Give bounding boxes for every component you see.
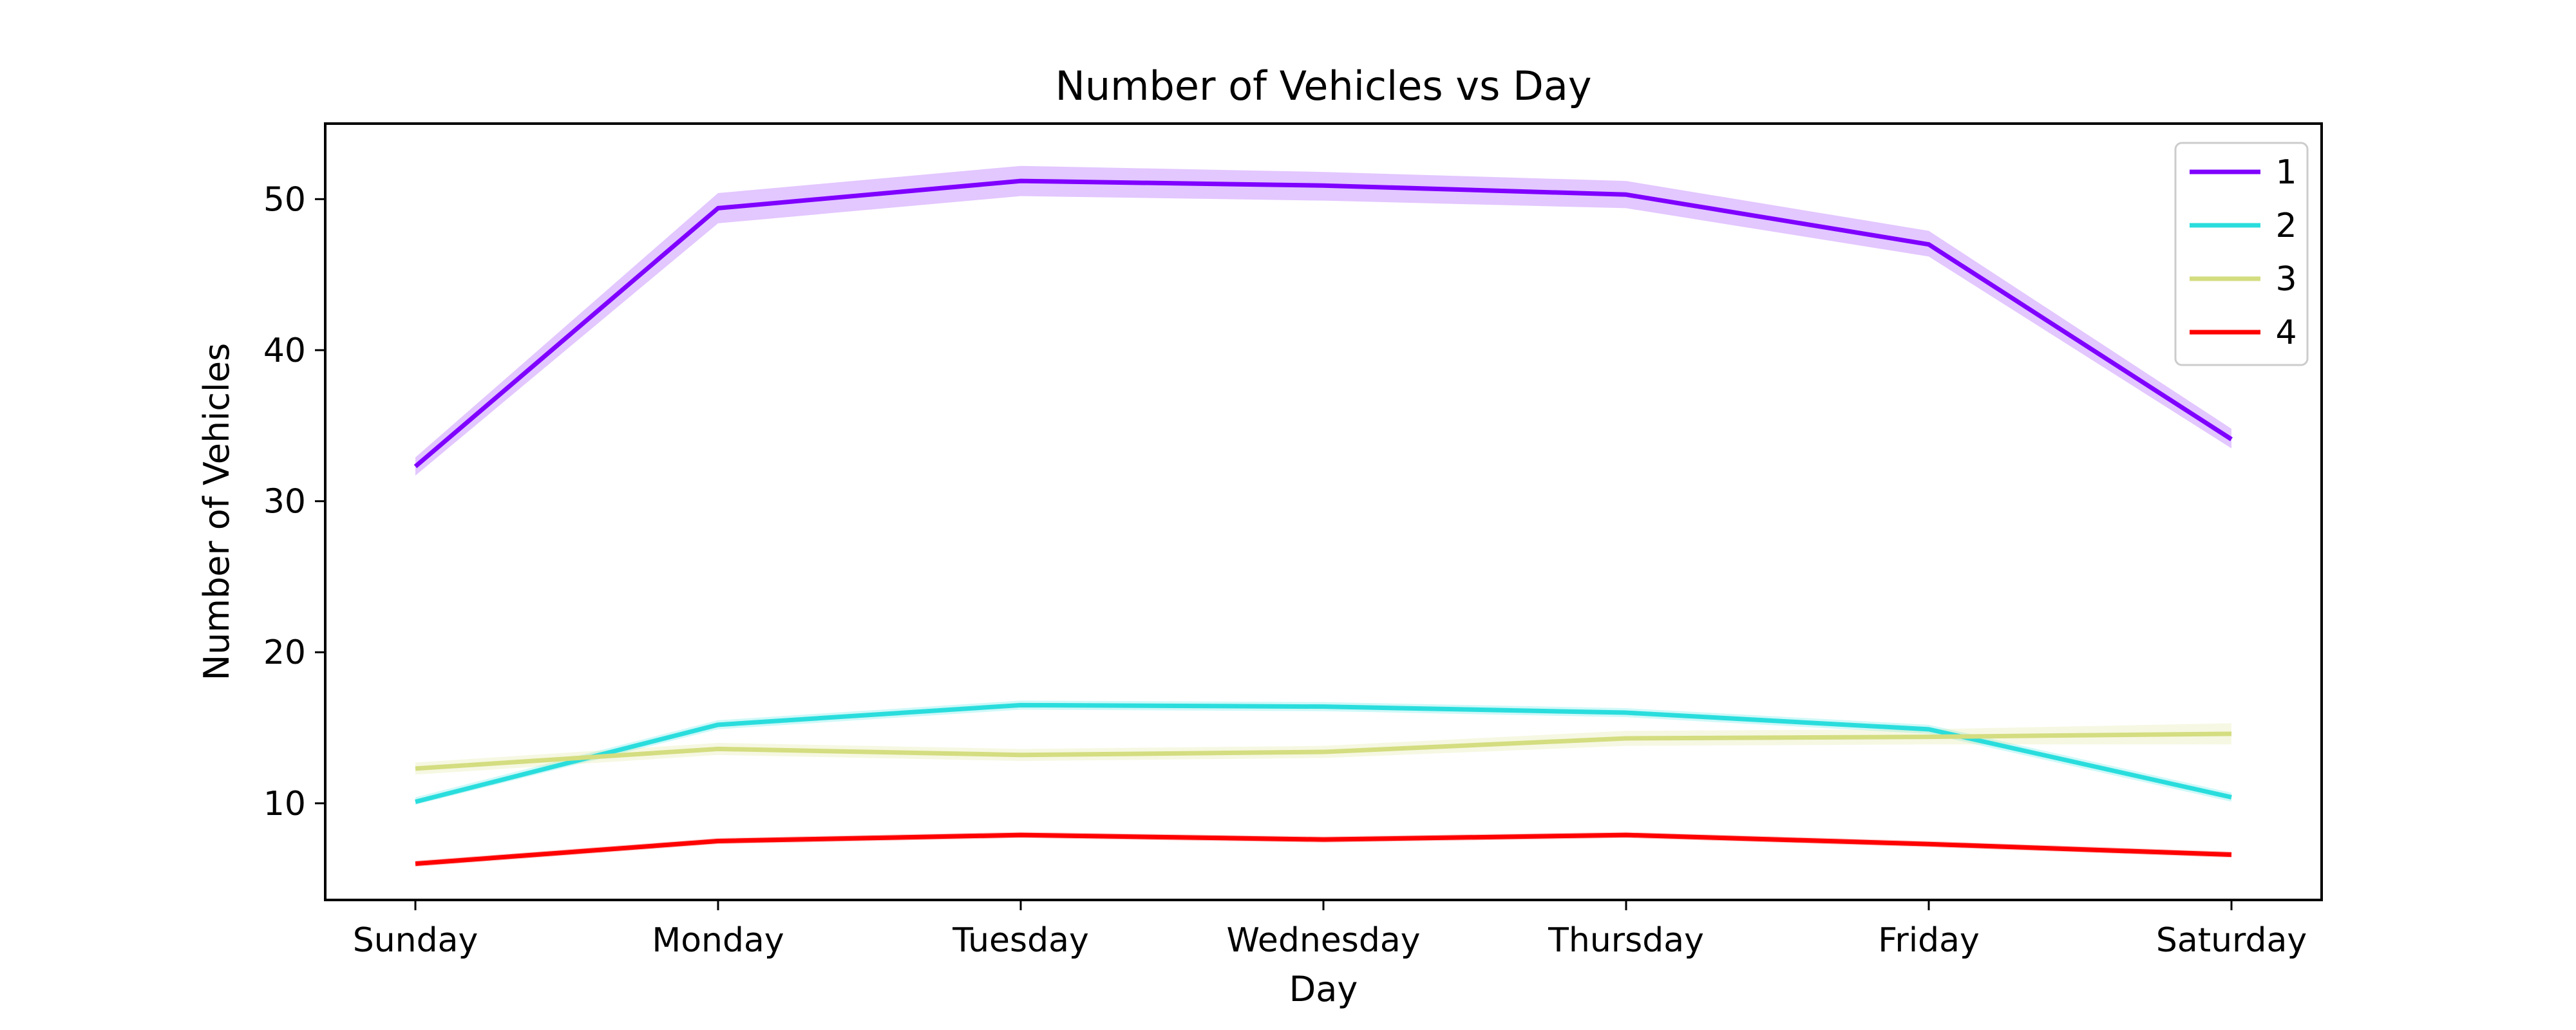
x-tick-label: Sunday — [353, 921, 478, 960]
legend-box — [2174, 142, 2309, 366]
series-line-2 — [415, 702, 2232, 804]
legend-label-4: 4 — [2275, 314, 2297, 352]
x-axis-label: Day — [1289, 969, 1358, 1009]
x-tick-label: Thursday — [1548, 921, 1704, 960]
y-tick-label: 30 — [263, 483, 306, 521]
confidence-band-series-1 — [415, 165, 2231, 476]
series-line-3 — [415, 731, 2232, 771]
y-axis-label: Number of Vehicles — [196, 343, 237, 681]
legend-label-1: 1 — [2275, 153, 2297, 192]
x-tick-label: Tuesday — [952, 921, 1089, 960]
legend-label-3: 3 — [2275, 260, 2297, 299]
confidence-band-series-4 — [415, 832, 2231, 867]
x-tick-label: Friday — [1878, 921, 1980, 960]
plot-area-frame — [324, 122, 2323, 901]
y-axis: 10 20 30 40 50 — [263, 180, 325, 823]
series-lines — [413, 178, 2233, 866]
legend-label-2: 2 — [2275, 207, 2297, 245]
chart-title: Number of Vehicles vs Day — [1055, 62, 1591, 109]
confidence-bands — [415, 165, 2231, 867]
series-line-4 — [415, 832, 2232, 866]
y-tick-label: 40 — [263, 332, 306, 370]
y-tick-label: 50 — [263, 180, 306, 219]
x-tick-label: Monday — [652, 921, 784, 960]
x-tick-label: Saturday — [2156, 921, 2307, 960]
y-tick-label: 10 — [263, 785, 306, 823]
legend: 1 2 3 4 — [2174, 142, 2309, 366]
y-tick-label: 20 — [263, 633, 306, 672]
series-line-1 — [413, 178, 2233, 469]
x-axis: Sunday Monday Tuesday Wednesday Thursday Frid… — [353, 900, 2307, 960]
x-tick-label: Wednesday — [1226, 921, 1420, 960]
